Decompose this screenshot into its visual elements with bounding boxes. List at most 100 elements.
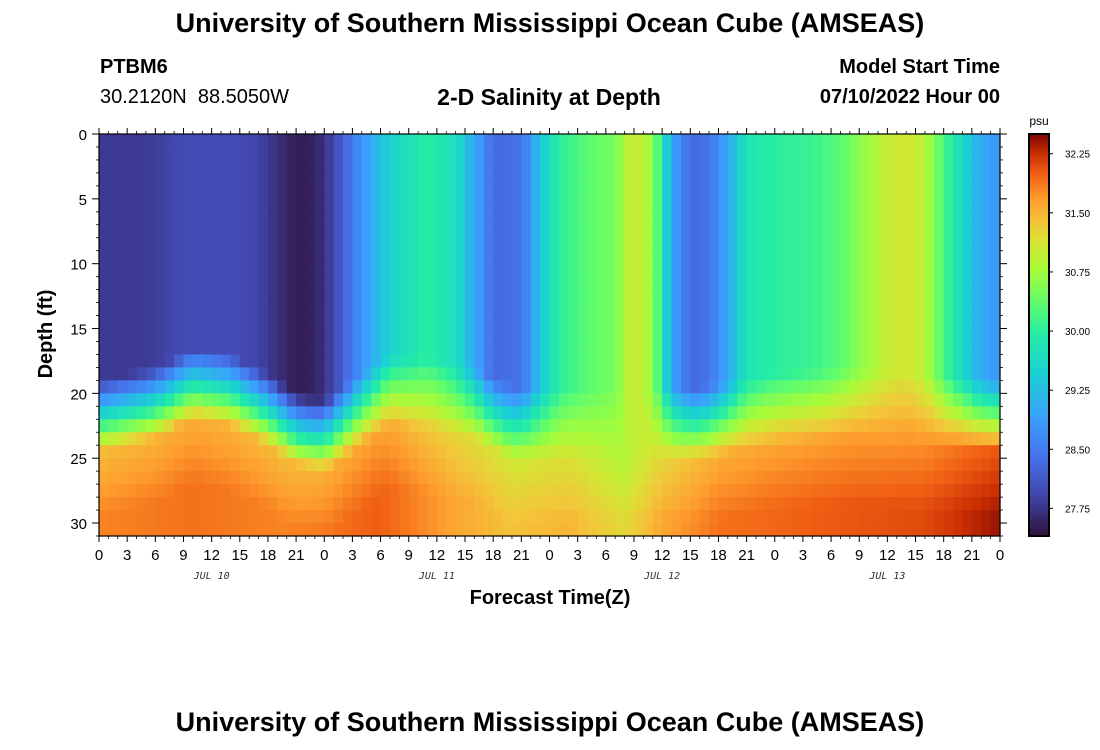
heatmap-cell <box>802 302 813 317</box>
heatmap-cell <box>99 263 109 278</box>
heatmap-cell <box>633 172 644 187</box>
x-tick-label: 15 <box>682 547 699 564</box>
heatmap-cell <box>117 224 128 239</box>
heatmap-cell <box>896 497 907 511</box>
heatmap-cell <box>831 224 842 239</box>
heatmap-cell <box>211 289 222 304</box>
heatmap-cell <box>399 276 410 291</box>
heatmap-cell <box>558 354 569 369</box>
heatmap-cell <box>427 237 438 252</box>
heatmap-cell <box>831 484 842 498</box>
heatmap-cell <box>474 198 485 213</box>
heatmap-cell <box>380 432 391 446</box>
heatmap-cell <box>249 211 260 226</box>
heatmap-cell <box>718 172 729 187</box>
heatmap-cell <box>934 471 945 485</box>
heatmap-cell <box>934 380 945 394</box>
heatmap-cell <box>680 211 691 226</box>
heatmap-cell <box>333 134 344 148</box>
heatmap-cell <box>230 510 241 524</box>
heatmap-cell <box>727 328 738 343</box>
heatmap-cell <box>455 380 466 394</box>
heatmap-cell <box>221 497 231 511</box>
heatmap-cell <box>427 354 438 369</box>
heatmap-cell <box>117 354 128 369</box>
heatmap-cell <box>755 159 766 174</box>
heatmap-cell <box>840 458 851 472</box>
heatmap-cell <box>605 497 616 511</box>
heatmap-cell <box>145 198 156 213</box>
heatmap-cell <box>934 263 945 278</box>
heatmap-cell <box>690 328 701 343</box>
heatmap-cell <box>577 250 588 265</box>
heatmap-cell <box>502 134 513 148</box>
heatmap-cell <box>296 471 307 485</box>
heatmap-cell <box>981 393 992 407</box>
heatmap-cell <box>755 224 766 239</box>
heatmap-cell <box>596 198 607 213</box>
heatmap-cell <box>746 211 757 226</box>
heatmap-cell <box>962 458 973 472</box>
heatmap-cell <box>221 445 231 459</box>
heatmap-cell <box>202 354 213 369</box>
heatmap-cell <box>887 134 898 148</box>
heatmap-cell <box>755 276 766 291</box>
heatmap-cell <box>887 250 898 265</box>
heatmap-cell <box>127 198 138 213</box>
heatmap-cell <box>183 315 194 330</box>
heatmap-cell <box>849 510 860 524</box>
heatmap-cell <box>258 302 269 317</box>
heatmap-cell <box>436 315 447 330</box>
heatmap-cell <box>427 497 438 511</box>
heatmap-cell <box>352 471 363 485</box>
heatmap-cell <box>192 289 203 304</box>
heatmap-cell <box>399 419 410 433</box>
heatmap-cell <box>99 146 109 161</box>
heatmap-cell <box>211 263 222 278</box>
heatmap-cell <box>361 302 372 317</box>
heatmap-cell <box>267 276 278 291</box>
heatmap-cell <box>868 458 879 472</box>
heatmap-cell <box>671 250 682 265</box>
heatmap-cell <box>746 224 757 239</box>
heatmap-cell <box>643 432 654 446</box>
heatmap-cell <box>587 523 598 537</box>
heatmap-cell <box>343 484 354 498</box>
heatmap-cell <box>267 406 278 420</box>
heatmap-cell <box>249 250 260 265</box>
x-tick-label: 12 <box>429 547 446 564</box>
heatmap-cell <box>831 406 842 420</box>
heatmap-cell <box>821 406 832 420</box>
heatmap-cell <box>521 445 532 459</box>
heatmap-cell <box>483 172 494 187</box>
heatmap-cell <box>915 367 926 381</box>
heatmap-cell <box>483 432 494 446</box>
heatmap-cell <box>493 523 504 537</box>
heatmap-cell <box>765 341 776 356</box>
heatmap-cell <box>802 341 813 356</box>
heatmap-cell <box>859 250 870 265</box>
heatmap-cell <box>108 432 119 446</box>
heatmap-cell <box>361 224 372 239</box>
heatmap-cell <box>868 354 879 369</box>
heatmap-cell <box>446 497 457 511</box>
heatmap-cell <box>267 185 278 200</box>
heatmap-cell <box>286 510 297 524</box>
heatmap-cell <box>849 367 860 381</box>
heatmap-cell <box>174 484 185 498</box>
heatmap-cell <box>249 497 260 511</box>
heatmap-cell <box>221 146 231 161</box>
heatmap-cell <box>971 393 982 407</box>
heatmap-cell <box>821 354 832 369</box>
heatmap-cell <box>896 276 907 291</box>
heatmap-cell <box>521 328 532 343</box>
heatmap-cell <box>934 237 945 252</box>
heatmap-cell <box>821 367 832 381</box>
heatmap-cell <box>587 315 598 330</box>
heatmap-cell <box>577 367 588 381</box>
heatmap-cell <box>502 445 513 459</box>
heatmap-cell <box>568 315 579 330</box>
heatmap-cell <box>802 484 813 498</box>
heatmap-cell <box>352 484 363 498</box>
heatmap-cell <box>408 276 419 291</box>
